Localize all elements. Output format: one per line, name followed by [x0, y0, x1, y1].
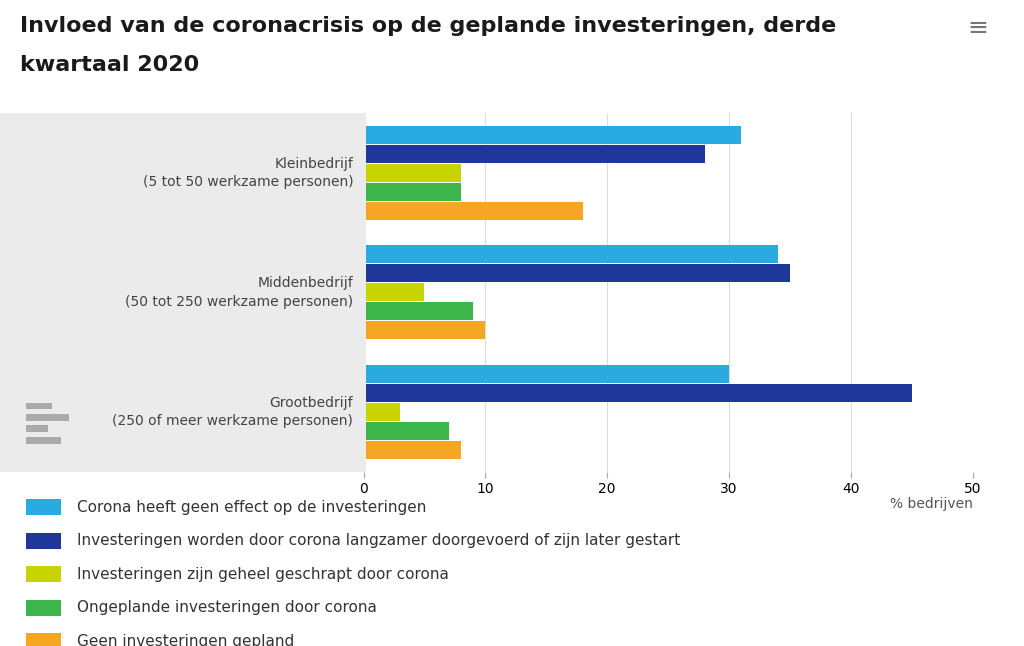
- Text: Grootbedrijf
(250 of meer werkzame personen): Grootbedrijf (250 of meer werkzame perso…: [113, 395, 353, 428]
- Bar: [364, 321, 485, 339]
- Text: Middenbedrijf
(50 tot 250 werkzame personen): Middenbedrijf (50 tot 250 werkzame perso…: [125, 276, 353, 309]
- Bar: [364, 441, 461, 459]
- Bar: [26, 414, 70, 421]
- Bar: [364, 163, 461, 182]
- Bar: [364, 302, 473, 320]
- Bar: [364, 145, 705, 163]
- Bar: [26, 402, 52, 410]
- Bar: [364, 402, 400, 421]
- Bar: [26, 426, 47, 432]
- Text: Investeringen worden door corona langzamer doorgevoerd of zijn later gestart: Investeringen worden door corona langzam…: [77, 533, 680, 548]
- Bar: [364, 422, 449, 440]
- Text: Invloed van de coronacrisis op de geplande investeringen, derde: Invloed van de coronacrisis op de geplan…: [20, 16, 837, 36]
- Bar: [364, 283, 424, 302]
- Bar: [364, 126, 741, 144]
- Bar: [26, 437, 60, 444]
- Text: Corona heeft geen effect op de investeringen: Corona heeft geen effect op de investeri…: [77, 499, 426, 515]
- Text: ≡: ≡: [967, 16, 988, 40]
- Bar: [364, 202, 583, 220]
- Bar: [364, 264, 791, 282]
- Text: Ongeplande investeringen door corona: Ongeplande investeringen door corona: [77, 600, 377, 616]
- Bar: [364, 365, 729, 383]
- Text: kwartaal 2020: kwartaal 2020: [20, 55, 200, 75]
- Text: Investeringen zijn geheel geschrapt door corona: Investeringen zijn geheel geschrapt door…: [77, 567, 449, 582]
- Text: % bedrijven: % bedrijven: [890, 497, 973, 512]
- Bar: [364, 183, 461, 201]
- Text: Geen investeringen gepland: Geen investeringen gepland: [77, 634, 294, 646]
- Bar: [364, 245, 778, 264]
- Bar: [364, 384, 911, 402]
- Text: Kleinbedrijf
(5 tot 50 werkzame personen): Kleinbedrijf (5 tot 50 werkzame personen…: [142, 156, 353, 189]
